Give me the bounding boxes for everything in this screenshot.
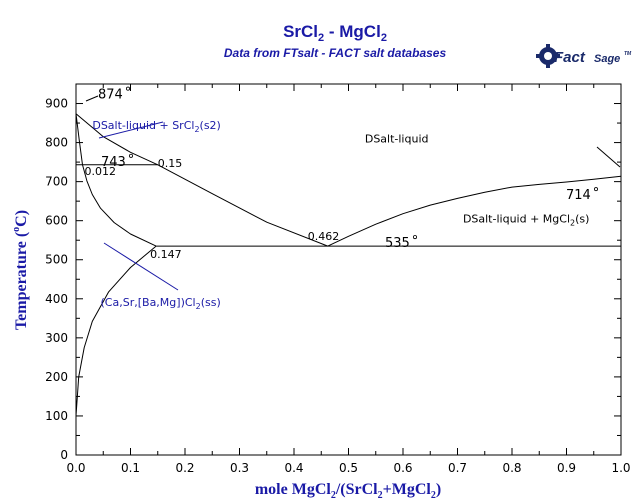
- x-tick-label: 0.7: [448, 461, 467, 475]
- factsage-logo: Fact Sage TM: [536, 44, 632, 68]
- composition-label: 0.147: [150, 248, 182, 261]
- region-label: DSalt-liquid: [365, 133, 429, 146]
- y-tick-label: 500: [45, 253, 68, 267]
- leader-line-714: [596, 146, 621, 168]
- y-tick-label: 800: [45, 136, 68, 150]
- y-tick-label: 600: [45, 214, 68, 228]
- x-tick-label: 0.0: [66, 461, 85, 475]
- degree-mark: [594, 187, 599, 192]
- y-tick-label: 200: [45, 370, 68, 384]
- y-tick-label: 400: [45, 292, 68, 306]
- x-tick-label: 0.5: [339, 461, 358, 475]
- chart-subtitle: Data from FTsalt - FACT salt databases: [224, 46, 447, 60]
- leader-line-874: [85, 95, 99, 102]
- region-label: DSalt-liquid + SrCl2(s2): [92, 119, 221, 134]
- y-tick-label: 0: [60, 448, 68, 462]
- phase-line-liquidus-srcl2: [75, 113, 159, 166]
- y-tick-label: 900: [45, 97, 68, 111]
- degree-mark: [126, 86, 131, 91]
- phase-line-liquidus-mgcl2: [327, 175, 622, 247]
- composition-labels: 0.012 0.15 0.462 0.147: [85, 157, 340, 261]
- leader-line-srcl2: [98, 121, 164, 139]
- region-label: DSalt-liquid + MgCl2(s): [463, 213, 589, 228]
- region-label: (Ca,Sr,[Ba,Mg])Cl2(ss): [101, 296, 221, 311]
- composition-label: 0.15: [158, 157, 183, 170]
- y-tick-labels: 0 100 200 300 400 500 600 700 800 900: [45, 97, 68, 462]
- temperature-labels: 874 743 714 535: [98, 86, 599, 251]
- y-tick-label: 100: [45, 409, 68, 423]
- x-tick-label: 0.1: [121, 461, 140, 475]
- x-tick-labels: 0.0 0.1 0.2 0.3 0.4 0.5 0.6 0.7 0.8 0.9 1.0: [66, 461, 630, 475]
- axis-ticks: [75, 83, 622, 456]
- svg-text:TM: TM: [624, 51, 632, 57]
- composition-label: 0.462: [308, 230, 340, 243]
- x-axis-title: mole MgCl2/(SrCl2+MgCl2): [255, 481, 441, 501]
- phase-line-solidus-upper: [75, 113, 83, 165]
- phase-boundaries: [75, 113, 622, 416]
- composition-label: 0.012: [85, 165, 117, 178]
- x-tick-label: 0.2: [175, 461, 194, 475]
- degree-mark: [128, 153, 133, 158]
- x-tick-label: 0.3: [230, 461, 249, 475]
- temperature-label: 743: [101, 155, 126, 170]
- x-tick-label: 1.0: [611, 461, 630, 475]
- plot-frame: [75, 83, 622, 456]
- phase-line-liquidus-left-upper: [157, 164, 328, 247]
- phase-line-solidus-lower: [75, 245, 157, 416]
- degree-mark: [412, 235, 417, 240]
- chart-title: SrCl2 - MgCl2: [283, 22, 387, 44]
- temperature-label: 535: [385, 236, 410, 251]
- y-axis-title: Temperature (oC): [11, 210, 30, 330]
- leader-line-ss: [103, 242, 179, 291]
- temperature-label: 874: [98, 88, 123, 103]
- x-tick-label: 0.4: [284, 461, 303, 475]
- svg-text:Sage: Sage: [594, 53, 620, 65]
- x-tick-label: 0.6: [393, 461, 412, 475]
- phase-line-solvus: [82, 164, 157, 247]
- temperature-label: 714: [566, 188, 591, 203]
- y-tick-label: 700: [45, 175, 68, 189]
- y-tick-label: 300: [45, 331, 68, 345]
- x-tick-label: 0.9: [557, 461, 576, 475]
- svg-text:Fact: Fact: [554, 49, 586, 66]
- x-tick-label: 0.8: [502, 461, 521, 475]
- region-labels: DSalt-liquid DSalt-liquid + MgCl2(s) DSalt…: [92, 119, 589, 311]
